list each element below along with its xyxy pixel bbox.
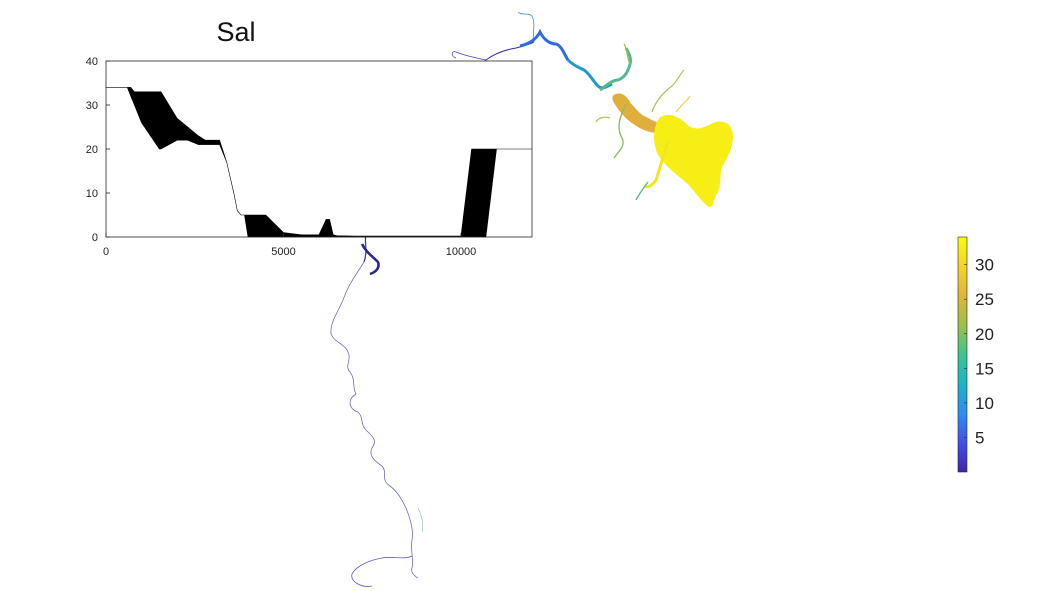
river-lower-branch [352, 556, 412, 586]
river-lower-tint [418, 508, 423, 532]
x-tick-label: 10000 [446, 246, 477, 258]
river-top-branch [518, 12, 534, 42]
river-transition-green [600, 48, 631, 90]
colorbar-tick-label: 25 [975, 290, 994, 309]
y-tick-label: 10 [86, 188, 98, 200]
x-tick-label: 0 [103, 246, 109, 258]
colorbar-tick-label: 5 [975, 428, 984, 447]
river-transition-teal [568, 60, 612, 88]
colorbar-tick-label: 30 [975, 256, 994, 275]
colorbar-ticks: 5 10 15 20 25 30 [964, 256, 994, 448]
estuary-green-arm-4 [652, 70, 684, 112]
colorbar-tick-label: 15 [975, 359, 994, 378]
estuary-yellow-arm-2 [676, 96, 690, 112]
inset-plot: 0 5000 10000 0 10 20 30 40 Sal [86, 17, 532, 258]
colorbar-tick-label: 10 [975, 394, 994, 413]
river-transition-blue [520, 32, 568, 60]
y-tick-label: 0 [92, 232, 98, 244]
estuary-green-arm-2 [636, 182, 648, 200]
river-lower-track [331, 262, 418, 578]
estuary-green-arm-5 [596, 117, 610, 122]
y-tick-label: 20 [86, 144, 98, 156]
colorbar: 5 10 15 20 25 30 [958, 237, 994, 472]
inset-plot-title: Sal [216, 17, 255, 47]
y-tick-label: 30 [86, 100, 98, 112]
x-tick-label: 5000 [271, 246, 295, 258]
river-upper-branch [452, 52, 486, 60]
estuary-yellow-main [655, 116, 733, 207]
y-tick-label: 40 [86, 56, 98, 68]
colorbar-gradient [958, 237, 967, 472]
colorbar-tick-label: 20 [975, 325, 994, 344]
